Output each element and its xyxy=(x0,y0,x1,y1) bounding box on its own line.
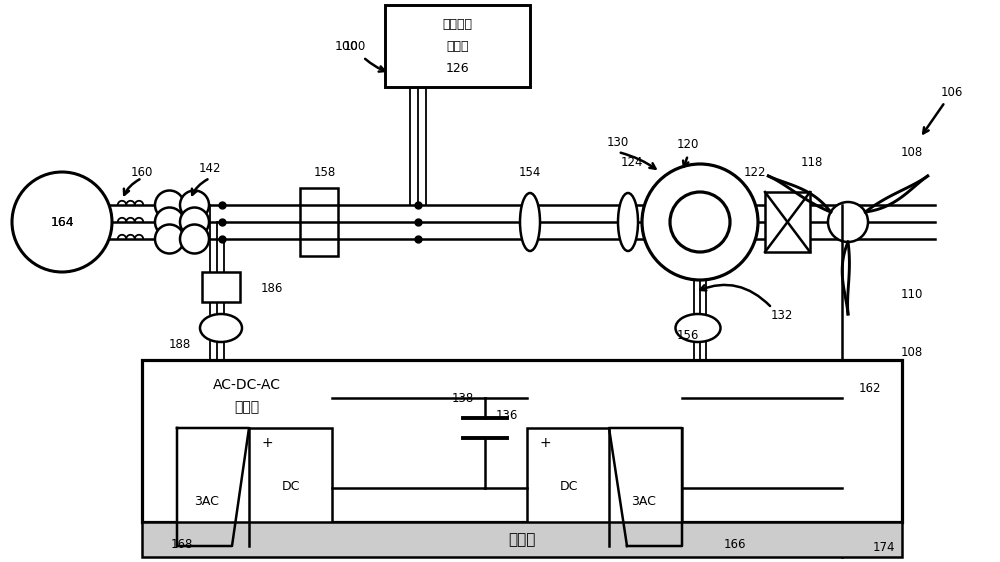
Text: 174: 174 xyxy=(873,541,895,554)
Text: 138: 138 xyxy=(452,392,474,405)
Circle shape xyxy=(180,224,209,253)
Bar xyxy=(142,522,902,557)
Polygon shape xyxy=(177,428,249,546)
Circle shape xyxy=(12,172,112,272)
Text: 120: 120 xyxy=(677,138,699,152)
Text: 濾波器: 濾波器 xyxy=(446,40,469,53)
Bar xyxy=(385,5,530,87)
Text: 3AC: 3AC xyxy=(195,495,219,507)
Text: 162: 162 xyxy=(859,382,881,395)
Ellipse shape xyxy=(676,314,720,342)
Text: 3AC: 3AC xyxy=(632,495,656,507)
Text: 100: 100 xyxy=(344,40,366,53)
Text: 108: 108 xyxy=(901,146,923,158)
Bar xyxy=(765,192,810,252)
Circle shape xyxy=(180,191,209,220)
Text: −: − xyxy=(539,523,551,538)
Bar xyxy=(527,428,682,546)
Bar xyxy=(300,188,338,256)
Text: 166: 166 xyxy=(724,537,746,551)
Text: 106: 106 xyxy=(941,85,963,98)
Bar xyxy=(142,360,902,522)
Text: 108: 108 xyxy=(901,346,923,359)
Text: 188: 188 xyxy=(169,338,191,351)
Text: 158: 158 xyxy=(314,165,336,179)
Text: 142: 142 xyxy=(199,161,221,174)
Bar xyxy=(177,428,332,546)
Text: 132: 132 xyxy=(771,309,793,321)
Text: 168: 168 xyxy=(171,537,193,551)
Text: DC: DC xyxy=(560,481,578,493)
Text: 156: 156 xyxy=(677,329,699,342)
Ellipse shape xyxy=(520,193,540,251)
Text: 124: 124 xyxy=(621,156,643,169)
Text: 控制器: 控制器 xyxy=(508,532,536,547)
Text: −: − xyxy=(261,523,273,538)
Text: 130: 130 xyxy=(607,135,629,148)
Text: 164: 164 xyxy=(50,215,74,229)
Text: DC: DC xyxy=(282,481,300,493)
Circle shape xyxy=(180,207,209,237)
Circle shape xyxy=(155,224,184,253)
Text: 126: 126 xyxy=(446,62,469,75)
Circle shape xyxy=(155,207,184,237)
Ellipse shape xyxy=(618,193,638,251)
Text: 154: 154 xyxy=(519,165,541,179)
Circle shape xyxy=(828,202,868,242)
Text: 有源諧波: 有源諧波 xyxy=(442,19,473,31)
Polygon shape xyxy=(609,428,682,546)
Text: +: + xyxy=(261,436,273,450)
Text: 164: 164 xyxy=(50,215,74,229)
Bar xyxy=(202,272,240,302)
Text: 136: 136 xyxy=(496,409,518,422)
Text: 100: 100 xyxy=(335,40,359,53)
Text: +: + xyxy=(539,436,551,450)
Text: AC-DC-AC: AC-DC-AC xyxy=(213,378,281,392)
Text: 160: 160 xyxy=(131,165,153,179)
Text: 122: 122 xyxy=(744,165,766,179)
Circle shape xyxy=(642,164,758,280)
Ellipse shape xyxy=(200,314,242,342)
Text: 186: 186 xyxy=(261,282,283,294)
Circle shape xyxy=(155,191,184,220)
Text: 110: 110 xyxy=(901,288,923,301)
Text: 轉換器: 轉換器 xyxy=(234,400,260,414)
Text: 118: 118 xyxy=(801,156,823,169)
Circle shape xyxy=(670,192,730,252)
